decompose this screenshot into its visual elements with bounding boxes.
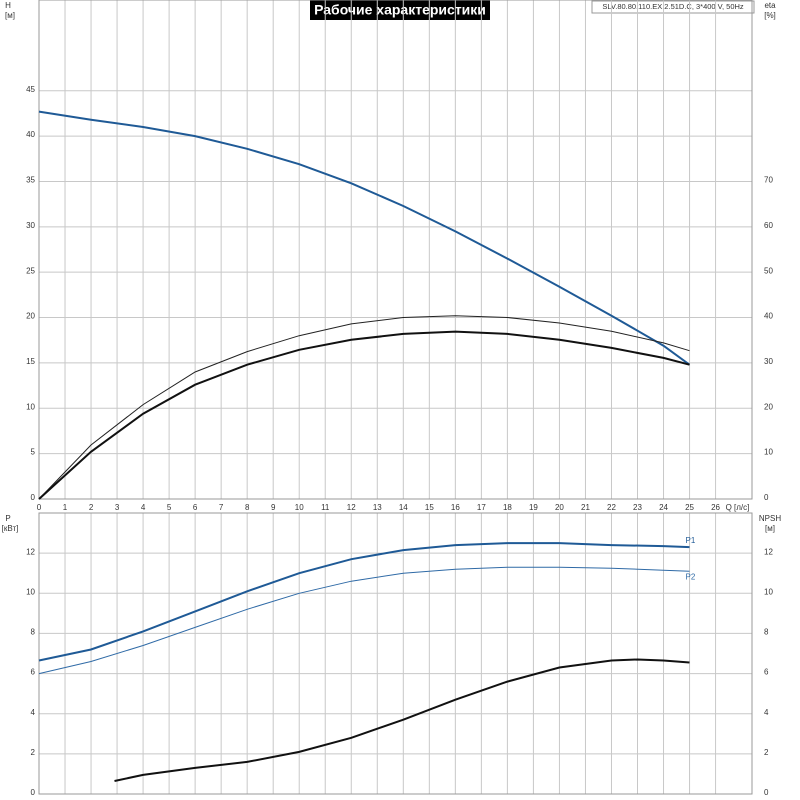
x-tick-label: 18	[503, 503, 512, 512]
y2-tick-label: 8	[764, 628, 769, 637]
y-tick-label: 35	[26, 176, 35, 185]
y2-tick-label: 40	[764, 312, 773, 321]
y-axis-label: H	[5, 1, 11, 10]
y-tick-label: 0	[31, 493, 36, 502]
title-box	[310, 0, 490, 20]
y-tick-label: 12	[26, 547, 35, 556]
x-tick-label: 6	[193, 503, 198, 512]
y2-tick-label: 30	[764, 357, 773, 366]
y2-tick-label: 12	[764, 547, 773, 556]
y2-tick-label: 20	[764, 402, 773, 411]
x-tick-label: 21	[581, 503, 590, 512]
y-tick-label: 15	[26, 357, 35, 366]
x-tick-label: 11	[321, 503, 330, 512]
series-line	[38, 566, 690, 675]
x-tick-label: 0	[37, 503, 42, 512]
y2-tick-label: 70	[764, 176, 773, 185]
y-tick-label: 5	[31, 448, 36, 457]
model-label: SLV.80.80.110.EX.2.51D.C, 3*400 V, 50Hz	[602, 2, 744, 11]
y2-axis-label: NPSH	[759, 514, 781, 523]
x-tick-label: 12	[347, 503, 356, 512]
y2-tick-label: 4	[764, 708, 769, 717]
x-tick-label: 14	[399, 503, 408, 512]
plot-frame	[38, 0, 753, 500]
series-line	[114, 658, 690, 782]
y-tick-label: 30	[26, 221, 35, 230]
x-tick-label: 23	[633, 503, 642, 512]
x-tick-label: 5	[167, 503, 172, 512]
y2-tick-label: 50	[764, 266, 773, 275]
y-tick-label: 0	[31, 788, 36, 797]
x-tick-label: 9	[271, 503, 276, 512]
x-tick-label: 10	[295, 503, 304, 512]
y-tick-label: 2	[31, 748, 36, 757]
x-tick-label: 8	[245, 503, 250, 512]
y2-axis-label: eta	[764, 1, 776, 10]
y-tick-label: 8	[31, 628, 36, 637]
x-tick-label: 4	[141, 503, 146, 512]
series-line	[38, 315, 690, 500]
y-tick-label: 45	[26, 85, 35, 94]
y-axis-unit: [кВт]	[2, 524, 19, 533]
x-tick-label: 17	[477, 503, 486, 512]
x-tick-label: 19	[529, 503, 538, 512]
x-tick-label: 22	[607, 503, 616, 512]
x-tick-label: 26	[711, 503, 720, 512]
x-tick-label: 16	[451, 503, 460, 512]
x-tick-label: 7	[219, 503, 224, 512]
y-axis-unit: [м]	[5, 11, 15, 20]
chart-title: Рабочие характеристики	[314, 2, 486, 18]
x-tick-label: 1	[63, 503, 68, 512]
y2-tick-label: 10	[764, 587, 773, 596]
x-tick-label: 20	[555, 503, 564, 512]
y2-tick-label: 60	[764, 221, 773, 230]
y2-axis-unit: [%]	[764, 11, 776, 20]
y2-tick-label: 0	[764, 788, 769, 797]
y-tick-label: 25	[26, 266, 35, 275]
y-axis-label: P	[5, 514, 10, 523]
series-label: P1	[686, 536, 696, 545]
y2-tick-label: 6	[764, 668, 769, 677]
x-tick-label: 24	[659, 503, 668, 512]
y-tick-label: 10	[26, 402, 35, 411]
y2-tick-label: 2	[764, 748, 769, 757]
series-line	[38, 330, 690, 500]
y2-tick-label: 10	[764, 448, 773, 457]
y2-tick-label: 0	[764, 493, 769, 502]
series-line	[38, 542, 690, 662]
series-line	[38, 110, 691, 366]
y-tick-label: 40	[26, 130, 35, 139]
plot-frame	[38, 512, 753, 795]
y-tick-label: 20	[26, 312, 35, 321]
x-tick-label: 3	[115, 503, 120, 512]
x-tick-label: 25	[685, 503, 694, 512]
y2-axis-unit: [м]	[765, 524, 775, 533]
x-axis-label: Q [л/с]	[726, 503, 750, 512]
series-label: P2	[686, 572, 696, 581]
model-box	[591, 0, 755, 14]
y-tick-label: 10	[26, 587, 35, 596]
x-tick-label: 15	[425, 503, 434, 512]
y-tick-label: 4	[31, 708, 36, 717]
x-tick-label: 13	[373, 503, 382, 512]
x-tick-label: 2	[89, 503, 94, 512]
y-tick-label: 6	[31, 668, 36, 677]
